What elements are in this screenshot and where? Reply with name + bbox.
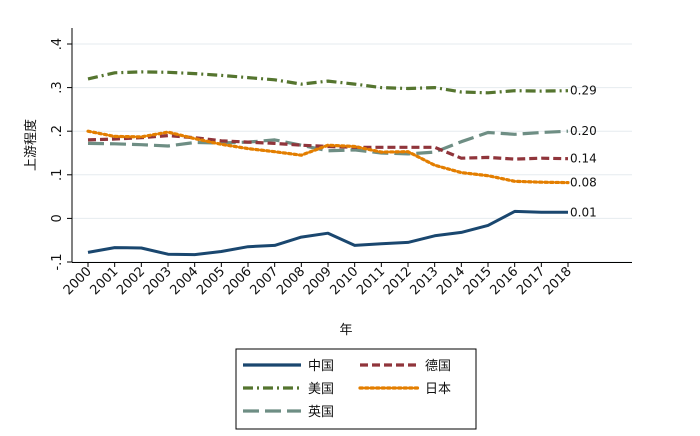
y-tick-label: 0 <box>50 214 65 222</box>
x-tick-label: 2011 <box>354 264 388 298</box>
y-tick-label: .1 <box>50 169 65 181</box>
x-axis-ticks: 2000200120022003200420052006200720082009… <box>61 262 575 298</box>
end-label-germany: 0.14 <box>570 152 597 166</box>
x-tick-label: 2001 <box>87 264 121 298</box>
y-tick-label: .3 <box>50 81 65 93</box>
legend-label-china: 中国 <box>308 359 334 374</box>
y-tick-label: .4 <box>50 38 65 50</box>
end-label-uk: 0.20 <box>570 124 597 138</box>
legend-label-usa: 美国 <box>308 382 334 397</box>
series-line-china <box>87 209 568 257</box>
x-tick-label: 2017 <box>514 264 548 298</box>
legend-label-germany: 德国 <box>425 359 451 374</box>
x-tick-label: 2006 <box>221 264 255 298</box>
x-tick-label: 2018 <box>541 264 575 298</box>
x-axis-title: 年 <box>339 323 352 338</box>
end-value-labels: 0.01 0.14 0.29 0.08 0.20 <box>570 84 597 220</box>
x-tick-label: 2012 <box>381 264 415 298</box>
end-label-china: 0.01 <box>570 205 597 219</box>
y-tick-label: .2 <box>50 125 65 137</box>
x-tick-label: 2015 <box>461 264 495 298</box>
axes <box>71 28 632 263</box>
legend-box <box>235 348 477 430</box>
x-tick-label: 2004 <box>167 264 201 298</box>
x-tick-label: 2005 <box>194 264 228 298</box>
end-label-usa: 0.29 <box>570 84 597 98</box>
gridlines <box>72 43 632 263</box>
x-tick-label: 2000 <box>61 264 95 298</box>
end-label-japan: 0.08 <box>570 176 597 190</box>
x-tick-label: 2016 <box>487 264 521 298</box>
x-tick-label: 2014 <box>434 264 468 298</box>
series-line-germany <box>87 134 569 161</box>
series-line-japan <box>86 129 570 185</box>
x-tick-label: 2013 <box>407 264 441 298</box>
legend-label-japan: 日本 <box>425 382 451 397</box>
y-tick-label: -.1 <box>50 253 65 270</box>
legend-label-uk: 英国 <box>308 405 334 420</box>
x-tick-label: 2003 <box>141 264 175 298</box>
x-tick-label: 2010 <box>327 264 361 298</box>
series-lines <box>86 70 570 257</box>
y-axis-title: 上游程度 <box>23 119 39 171</box>
x-tick-label: 2002 <box>114 264 148 298</box>
y-axis-ticks: -.1 0 .1 .2 .3 .4 <box>50 38 72 271</box>
x-tick-label: 2009 <box>301 264 335 298</box>
x-tick-label: 2008 <box>274 264 308 298</box>
series-line-uk <box>87 129 569 156</box>
series-line-usa <box>87 70 569 95</box>
x-tick-label: 2007 <box>247 264 281 298</box>
